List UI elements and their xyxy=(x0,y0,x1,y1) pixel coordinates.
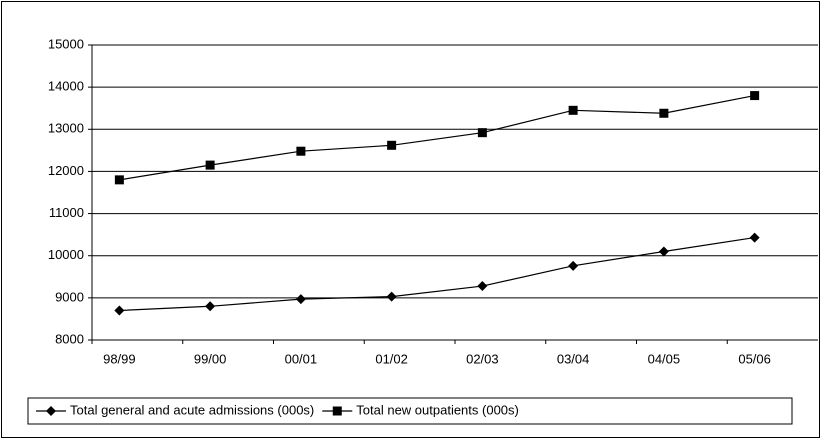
marker xyxy=(568,260,579,271)
x-tick-label: 99/00 xyxy=(194,351,227,366)
marker xyxy=(658,246,669,257)
legend-box xyxy=(27,397,793,425)
marker xyxy=(750,91,760,101)
marker xyxy=(114,175,124,185)
legend-label: Total general and acute admissions (000s… xyxy=(70,402,314,417)
marker xyxy=(568,105,578,115)
marker xyxy=(332,406,342,416)
x-tick-label: 00/01 xyxy=(285,351,318,366)
legend-label: Total new outpatients (000s) xyxy=(356,402,519,417)
marker xyxy=(296,146,306,156)
marker xyxy=(749,232,760,243)
y-tick-label: 12000 xyxy=(48,163,84,178)
y-tick-label: 13000 xyxy=(48,121,84,136)
x-tick-label: 04/05 xyxy=(648,351,681,366)
marker xyxy=(477,128,487,138)
x-tick-label: 98/99 xyxy=(103,351,136,366)
x-tick-label: 01/02 xyxy=(375,351,408,366)
y-tick-label: 9000 xyxy=(55,289,84,304)
y-tick-label: 11000 xyxy=(49,205,84,220)
chart-border xyxy=(1,1,820,438)
marker xyxy=(205,160,215,170)
x-tick-label: 02/03 xyxy=(466,351,499,366)
series-line xyxy=(119,94,755,181)
marker xyxy=(477,281,488,292)
y-tick-label: 14000 xyxy=(48,79,84,94)
y-tick-label: 10000 xyxy=(48,247,84,262)
y-tick-label: 8000 xyxy=(55,331,84,346)
marker xyxy=(386,291,397,302)
marker xyxy=(387,140,397,150)
marker xyxy=(659,108,669,118)
marker xyxy=(295,294,306,305)
y-tick-label: 15000 xyxy=(48,36,84,51)
marker xyxy=(205,301,216,312)
series-line xyxy=(119,236,755,312)
marker xyxy=(46,406,56,416)
x-tick-label: 05/06 xyxy=(738,351,771,366)
x-tick-label: 03/04 xyxy=(557,351,590,366)
marker xyxy=(114,305,125,316)
